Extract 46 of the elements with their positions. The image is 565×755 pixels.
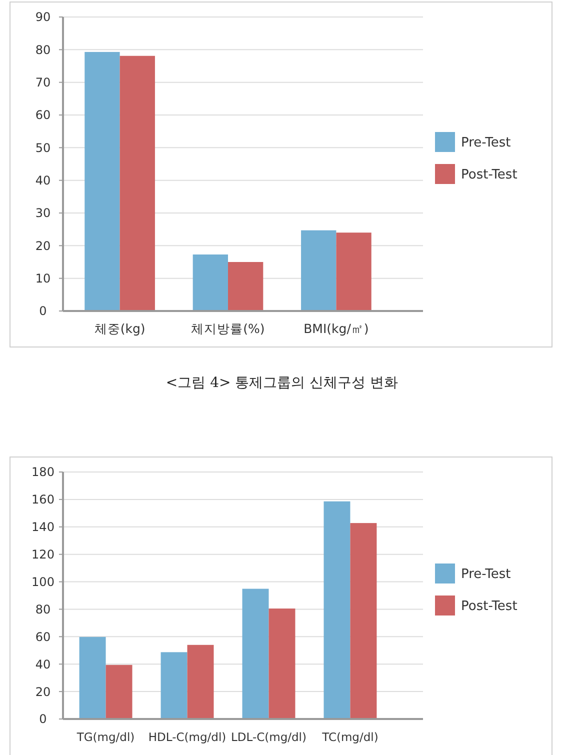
x-tick-label: 체중(kg): [94, 321, 146, 336]
y-tick-label: 10: [35, 272, 51, 286]
bar: [84, 52, 120, 311]
y-tick-label: 160: [32, 492, 54, 507]
legend-label: Pre-Test: [461, 567, 511, 582]
bar: [301, 230, 336, 311]
y-tick-label: 180: [32, 465, 54, 480]
y-tick-label: 0: [39, 712, 47, 726]
y-tick-label: 30: [35, 206, 51, 220]
x-tick-label: 체지방률(%): [191, 321, 265, 336]
y-tick-label: 0: [39, 304, 47, 318]
text: <그림 4> 통제그룹의 신체구성 변화: [166, 375, 398, 391]
x-tick-label: TG(mg/dl): [76, 730, 135, 744]
y-tick-label: 20: [35, 238, 51, 253]
y-tick-label: 40: [35, 657, 51, 672]
y-tick-label: 60: [35, 108, 51, 122]
legend-label: Post-Test: [461, 599, 518, 614]
y-tick-label: 20: [35, 684, 51, 699]
bar: [160, 652, 188, 719]
x-tick-label: HDL-C(mg/dl): [148, 730, 226, 744]
y-tick-label: 50: [35, 140, 51, 155]
x-tick-label: BMI(kg/㎡): [304, 321, 369, 336]
bar: [120, 56, 155, 311]
bar: [192, 254, 228, 311]
bar: [228, 262, 264, 311]
y-tick-label: 120: [32, 548, 54, 562]
bar: [324, 501, 350, 719]
bar: [350, 523, 377, 719]
y-tick-label: 40: [35, 174, 51, 188]
bar: [187, 644, 214, 719]
y-tick-label: 100: [32, 574, 54, 589]
legend-label: Post-Test: [461, 168, 518, 183]
x-tick-label: TC(mg/dl): [321, 730, 378, 744]
bar: [242, 588, 269, 719]
bar: [106, 664, 132, 719]
bar: [268, 608, 296, 719]
y-tick-label: 60: [35, 630, 51, 644]
bar: [336, 232, 372, 311]
y-tick-label: 90: [35, 10, 51, 24]
y-tick-label: 70: [35, 76, 51, 90]
bar: [79, 636, 106, 719]
y-tick-label: 80: [35, 602, 51, 616]
y-tick-label: 140: [32, 520, 54, 534]
y-tick-label: 80: [35, 42, 51, 57]
x-tick-label: LDL-C(mg/dl): [230, 730, 306, 744]
legend-label: Pre-Test: [461, 136, 511, 151]
